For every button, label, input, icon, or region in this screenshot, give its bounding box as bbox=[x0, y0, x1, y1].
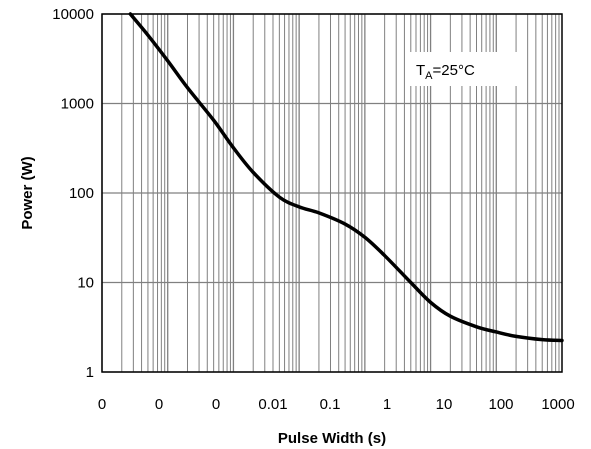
temperature-annotation: TA=25°C bbox=[416, 62, 475, 82]
curve-layer bbox=[128, 12, 564, 343]
x-tick-label: 0.01 bbox=[258, 396, 287, 413]
y-tick-label: 100 bbox=[69, 185, 94, 202]
x-tick-label: 0 bbox=[155, 396, 163, 413]
x-tick-label: 0 bbox=[212, 396, 220, 413]
x-tick-label: 10 bbox=[436, 396, 453, 413]
y-tick-label: 10000 bbox=[52, 6, 94, 23]
x-tick-labels: 0 0 0 0.01 0.1 1 10 100 1000 bbox=[98, 396, 575, 413]
plot-frame bbox=[101, 13, 563, 373]
x-tick-label: 0.1 bbox=[320, 396, 341, 413]
annotation-main: T bbox=[416, 62, 425, 79]
x-axis-title: Pulse Width (s) bbox=[278, 430, 386, 447]
x-tick-label: 1000 bbox=[541, 396, 574, 413]
x-tick-label: 1 bbox=[383, 396, 391, 413]
annotation-rest: =25°C bbox=[433, 62, 475, 79]
y-tick-label: 1000 bbox=[61, 96, 94, 113]
y-tick-labels: 1 10 100 1000 10000 bbox=[52, 6, 94, 381]
y-tick-label: 1 bbox=[86, 364, 94, 381]
x-tick-label: 0 bbox=[98, 396, 106, 413]
x-tick-label: 100 bbox=[488, 396, 513, 413]
power-curve bbox=[128, 12, 564, 343]
y-axis-title: Power (W) bbox=[19, 156, 36, 229]
annotation-background bbox=[408, 52, 526, 86]
grid-layer bbox=[101, 13, 562, 373]
annotation-sub: A bbox=[425, 70, 433, 82]
y-tick-label: 10 bbox=[77, 275, 94, 292]
